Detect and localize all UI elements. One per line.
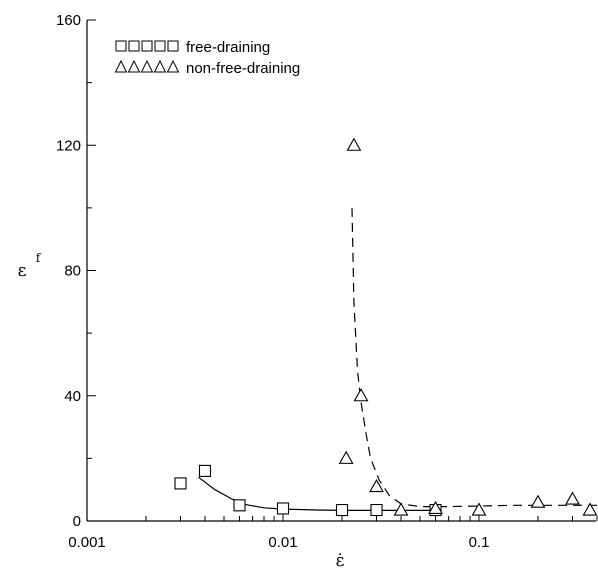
y-tick-label: 120 [56,137,81,154]
legend-triangle-symbol [127,59,141,73]
legend-square-symbol [154,40,166,52]
fit-curve-triangle [351,207,597,508]
legend-triangle-symbol [140,59,154,73]
point-triangle [428,500,443,515]
x-axis-title: ε̇ [336,551,345,571]
legend-label: free-draining [186,39,270,56]
point-triangle [565,491,580,505]
point-square [233,499,246,512]
data-points [174,137,598,517]
point-square [370,503,383,517]
legend: free-draining non-free-draining [114,39,300,77]
point-triangle [530,494,546,508]
y-axis-title: ε [18,261,27,281]
point-triangle [471,502,487,516]
axes: 0.001 0.01 0.1 0 40 80 120 160 ε̇ εf [18,12,598,571]
legend-triangle-symbol [153,59,167,73]
point-square [335,503,349,517]
y-tick-label: 40 [64,388,81,405]
y-tick-label: 160 [56,12,81,29]
y-axis-title-subscript: f [36,251,42,265]
x-tick-label: 0.001 [68,534,106,551]
legend-square-symbol [141,40,153,52]
fit-curves [198,207,597,511]
point-triangle [369,478,384,493]
point-triangle [582,502,598,516]
point-square [276,502,290,515]
point-square [174,477,187,490]
legend-square-symbol [128,40,140,52]
point-triangle [346,137,362,151]
point-square [198,464,212,477]
point-triangle [393,502,409,516]
point-triangle [353,388,369,402]
legend-triangle-symbol [166,59,180,73]
x-tick-label: 0.1 [469,534,490,551]
legend-triangle-symbol [114,59,128,73]
legend-square-symbol [115,40,127,52]
legend-square-symbol [167,40,179,52]
y-tick-label: 0 [73,513,81,530]
legend-label: non-free-draining [186,60,300,77]
point-triangle [338,450,354,464]
x-tick-label: 0.01 [268,534,297,551]
y-tick-label: 80 [64,263,81,280]
